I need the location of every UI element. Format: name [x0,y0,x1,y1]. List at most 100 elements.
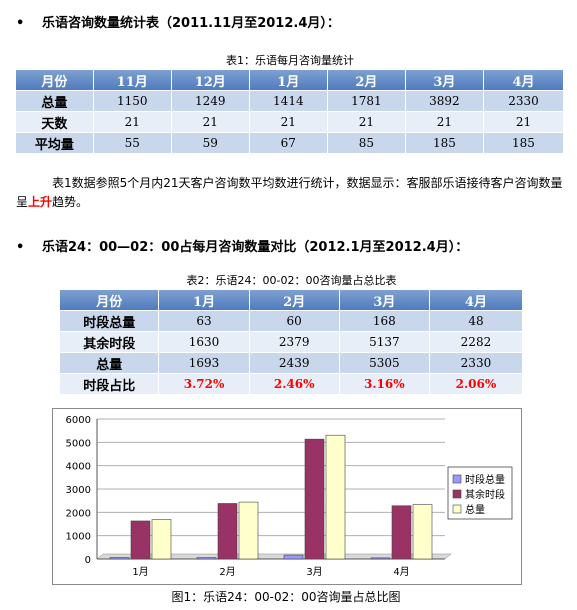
paragraph-text-end: 趋势。 [52,195,89,209]
bar [109,557,130,560]
row-label: 其余时段 [60,331,160,353]
table2-header-cell: 1月 [158,290,250,311]
table1-header-cell: 1月 [249,70,328,91]
table1-header-cell: 12月 [171,70,250,91]
table2: 月份 1月 2月 3月 4月 时段总量 63 60 168 48 其余时段 16… [60,290,524,395]
percentage-cell: 3.72% [158,373,250,395]
table-cell: 3892 [405,90,484,112]
legend-label: 时段总量 [465,473,505,486]
paragraph-text: 表1数据参照5个月内21天客户咨询数平均数进行统计，数据显示：客服部乐语接待客户… [16,176,563,209]
table-cell: 2330 [429,352,524,374]
table-cell: 1414 [249,90,328,112]
row-label: 时段总量 [60,310,160,332]
bar [151,519,172,560]
table1-header-cell: 3月 [405,70,484,91]
table-row: 平均量 55 59 67 85 185 185 [16,132,565,154]
table-cell: 59 [171,132,250,154]
bullet: • [16,240,25,255]
table1-header-cell: 月份 [16,70,94,91]
row-label: 总量 [16,90,94,112]
table1-header-row: 月份 11月 12月 1月 2月 3月 4月 [16,70,565,91]
table-cell: 168 [339,310,430,332]
percentage-cell: 3.16% [339,373,430,395]
table-cell: 5137 [339,331,430,353]
table-cell: 2439 [249,352,340,374]
legend-label: 其余时段 [465,488,505,501]
legend-swatch [452,489,462,499]
section2-title: 乐语24：00—02：00占每月咨询数量对比（2012.1月至2012.4月）： [42,240,469,255]
legend-swatch [452,504,462,514]
bar [217,503,238,560]
table-cell: 21 [327,111,406,133]
table-cell: 21 [405,111,484,133]
bar [370,557,391,560]
row-label: 总量 [60,352,160,374]
table1: 月份 11月 12月 1月 2月 3月 4月 总量 1150 1249 1414… [16,70,565,154]
table-row: 时段总量 63 60 168 48 [60,310,524,332]
bar [130,520,151,560]
table-cell: 21 [171,111,250,133]
row-label: 天数 [16,111,94,133]
table2-header-row: 月份 1月 2月 3月 4月 [60,290,524,311]
table-cell: 185 [483,132,565,154]
analysis-paragraph: 表1数据参照5个月内21天客户咨询数平均数进行统计，数据显示：客服部乐语接待客户… [16,174,564,212]
bar [196,557,217,560]
section2-heading: • 乐语24：00—02：00占每月咨询数量对比（2012.1月至2012.4月）… [16,236,468,255]
x-tick-label: 1月 [132,566,148,578]
table2-header-cell: 3月 [339,290,430,311]
table-row: 总量 1150 1249 1414 1781 3892 2330 [16,90,565,112]
table-cell: 48 [429,310,524,332]
chart-caption: 图1：乐语24：00-02：00咨询量占总比图 [171,590,401,604]
table-cell: 1630 [158,331,250,353]
bar [325,434,346,560]
legend-swatch [452,474,462,484]
row-label: 时段占比 [60,373,160,395]
table-cell: 185 [405,132,484,154]
x-tick-label: 3月 [306,566,322,578]
table2-header-cell: 4月 [429,290,524,311]
table-cell: 21 [93,111,172,133]
table-row: 天数 21 21 21 21 21 21 [16,111,565,133]
table1-caption: 表1：乐语每月咨询量统计 [226,54,354,67]
table-cell: 21 [483,111,565,133]
table1-header-cell: 2月 [327,70,406,91]
bar [391,505,412,560]
table1-header-cell: 4月 [483,70,565,91]
table-cell: 63 [158,310,250,332]
trend-highlight: 上升 [28,195,53,209]
table-cell: 60 [249,310,340,332]
table-cell: 1150 [93,90,172,112]
y-tick-label: 1000 [66,532,91,543]
table-row: 其余时段 1630 2379 5137 2282 [60,331,524,353]
bar [238,501,259,560]
table-cell: 55 [93,132,172,154]
table-cell: 5305 [339,352,430,374]
table-cell: 2282 [429,331,524,353]
section1-heading: • 乐语咨询数量统计表（2011.11月至2012.4月）： [16,12,340,31]
bullet: • [16,16,25,31]
bar [304,438,325,560]
table-cell: 2379 [249,331,340,353]
section1-title: 乐语咨询数量统计表（2011.11月至2012.4月）： [42,16,340,31]
y-tick-label: 2000 [66,508,91,519]
table-cell: 2330 [483,90,565,112]
table-row: 总量 1693 2439 5305 2330 [60,352,524,374]
table-cell: 67 [249,132,328,154]
table-cell: 1249 [171,90,250,112]
y-tick-label: 3000 [66,485,91,496]
table-cell: 1781 [327,90,406,112]
table2-caption: 表2：乐语24：00-02：00咨询量占总比表 [186,274,397,287]
x-tick-label: 2月 [219,566,235,578]
table1-header-cell: 11月 [93,70,172,91]
bar-chart: 0 1000 2000 3000 4000 5000 6000 1月 2月 3月 4月 时段总量其余时… [66,415,513,578]
table-row: 时段占比 3.72% 2.46% 3.16% 2.06% [60,373,524,395]
table2-header-cell: 2月 [249,290,340,311]
percentage-cell: 2.06% [429,373,524,395]
table-cell: 1693 [158,352,250,374]
bar [283,554,304,560]
table-cell: 85 [327,132,406,154]
row-label: 平均量 [16,132,94,154]
legend-label: 总量 [465,503,485,516]
y-tick-label: 6000 [66,415,91,426]
y-tick-label: 0 [85,555,91,566]
